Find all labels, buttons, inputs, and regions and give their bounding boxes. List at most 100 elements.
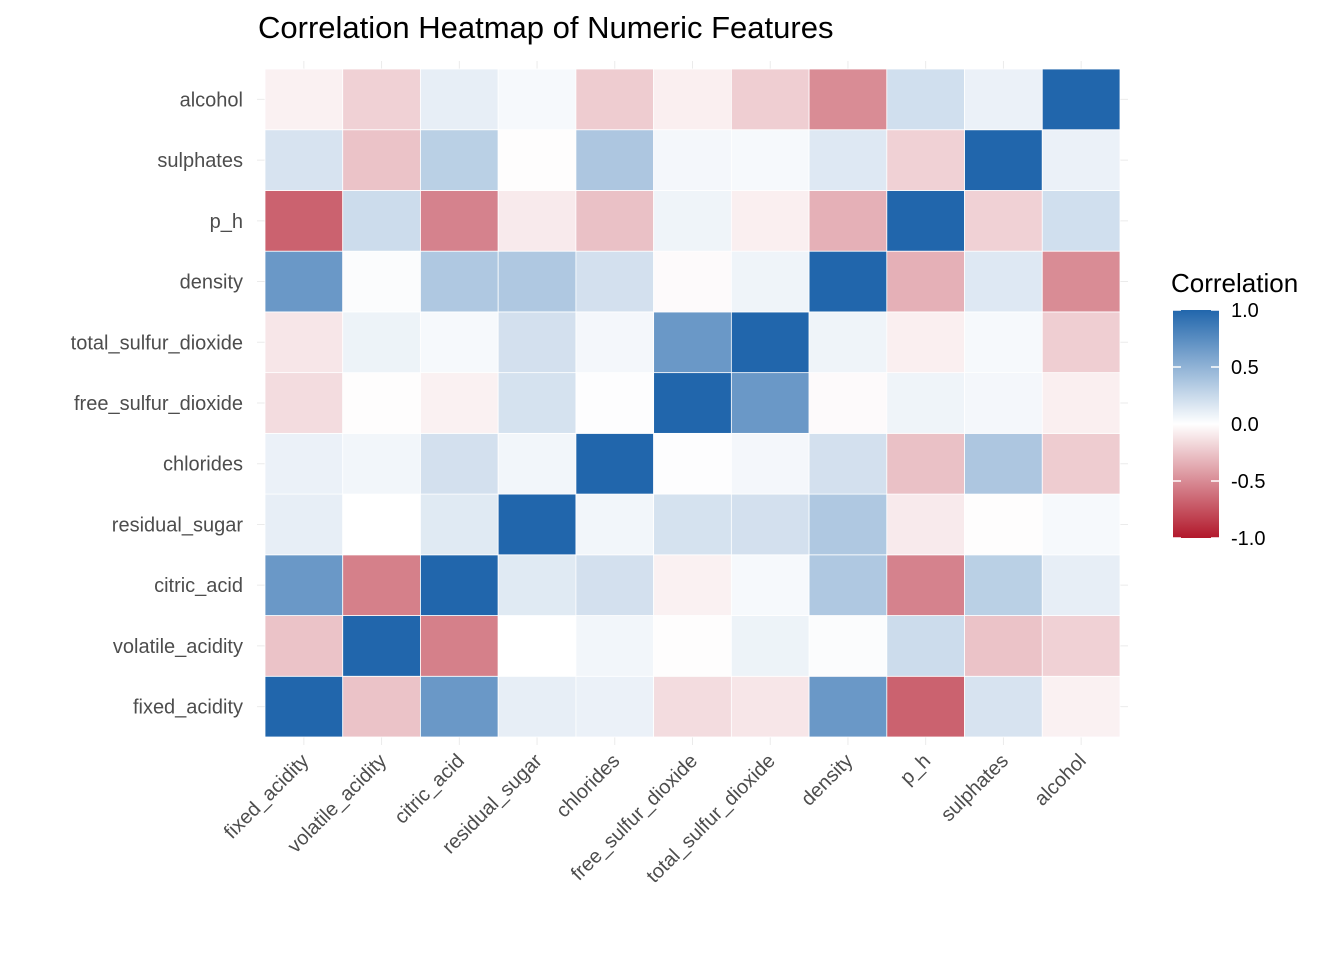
heatmap-cell: [497, 493, 577, 556]
heatmap-cell: [1041, 675, 1121, 738]
heatmap-cell: [653, 675, 732, 738]
y-axis-labels: fixed_acidity volatile_acidity citric_acid…: [71, 89, 244, 718]
heatmap-cell: [420, 68, 499, 131]
heatmap-cell: [342, 68, 421, 131]
heatmap-cell: [342, 190, 421, 252]
heatmap-cell: [1041, 190, 1121, 252]
heatmap-cell: [964, 190, 1043, 252]
y-tick-label: density: [180, 272, 243, 294]
y-tick-label: chlorides: [163, 454, 243, 476]
heatmap-cell: [575, 432, 655, 495]
heatmap-cell: [730, 250, 810, 313]
color-legend: Correlation 1.0 0.5 0.0 -0.5 -1.0: [1171, 268, 1298, 550]
heatmap-cell: [575, 493, 655, 556]
heatmap-cell: [497, 68, 577, 131]
heatmap-cell: [730, 190, 810, 252]
heatmap-cell: [964, 68, 1043, 131]
heatmap-cell: [420, 432, 499, 495]
heatmap-cell: [730, 675, 810, 738]
heatmap-cell: [808, 554, 888, 616]
heatmap-cell: [575, 250, 655, 313]
legend-tick-label: 0.5: [1231, 357, 1259, 379]
heatmap-cell: [730, 615, 810, 677]
heatmap-cell: [808, 432, 888, 495]
heatmap-cell: [420, 615, 499, 677]
heatmap-cell: [886, 493, 965, 556]
heatmap-cell: [420, 311, 499, 374]
heatmap-cell: [653, 615, 732, 677]
heatmap-cell: [808, 129, 888, 191]
heatmap-cell: [342, 493, 421, 556]
x-tick-label: citric_acid: [390, 750, 468, 828]
heatmap-cell: [342, 311, 421, 374]
heatmap-cell: [575, 615, 655, 677]
heatmap-cell: [264, 190, 344, 252]
heatmap-cell: [964, 129, 1043, 191]
heatmap-cell: [653, 554, 732, 616]
heatmap-cell: [264, 250, 344, 313]
heatmap-cell: [886, 68, 965, 131]
legend-tick-label: 1.0: [1231, 300, 1259, 322]
heatmap-cells: [264, 68, 1121, 738]
heatmap-cell: [886, 615, 965, 677]
heatmap-cell: [653, 432, 732, 495]
y-tick-label: fixed_acidity: [133, 697, 243, 719]
heatmap-cell: [1041, 432, 1121, 495]
heatmap-cell: [342, 554, 421, 616]
heatmap-cell: [808, 68, 888, 131]
heatmap-cell: [420, 129, 499, 191]
heatmap-cell: [497, 372, 577, 434]
y-tick-label: citric_acid: [154, 575, 243, 597]
heatmap-cell: [420, 493, 499, 556]
y-tick-label: alcohol: [180, 89, 243, 111]
heatmap-cell: [497, 615, 577, 677]
x-tick-label: p_h: [896, 750, 935, 789]
heatmap-cell: [497, 311, 577, 374]
heatmap-cell: [964, 675, 1043, 738]
legend-title: Correlation: [1171, 268, 1298, 298]
heatmap-cell: [964, 250, 1043, 313]
heatmap-cell: [497, 250, 577, 313]
x-tick-label: total_sulfur_dioxide: [642, 750, 779, 887]
heatmap-cell: [808, 675, 888, 738]
heatmap-cell: [264, 311, 344, 374]
heatmap-cell: [730, 554, 810, 616]
heatmap-cell: [653, 190, 732, 252]
heatmap-cell: [342, 372, 421, 434]
heatmap-cell: [964, 554, 1043, 616]
y-tick-label: free_sulfur_dioxide: [74, 393, 243, 415]
heatmap-cell: [342, 432, 421, 495]
heatmap-cell: [420, 675, 499, 738]
heatmap-cell: [420, 372, 499, 434]
heatmap-cell: [1041, 311, 1121, 374]
heatmap-cell: [964, 432, 1043, 495]
heatmap-cell: [653, 250, 732, 313]
legend-tick-label: -1.0: [1231, 528, 1265, 550]
y-tick-label: residual_sugar: [112, 514, 244, 536]
heatmap-cell: [575, 554, 655, 616]
heatmap-cell: [342, 250, 421, 313]
legend-tick-label: 0.0: [1231, 414, 1259, 436]
heatmap-cell: [653, 311, 732, 374]
heatmap-cell: [886, 250, 965, 313]
heatmap-cell: [886, 432, 965, 495]
heatmap-cell: [264, 615, 344, 677]
heatmap-cell: [886, 372, 965, 434]
heatmap-cell: [1041, 615, 1121, 677]
heatmap-cell: [420, 190, 499, 252]
heatmap-cell: [886, 311, 965, 374]
heatmap-cell: [964, 493, 1043, 556]
y-tick-label: volatile_acidity: [113, 636, 243, 658]
heatmap-cell: [653, 372, 732, 434]
heatmap-cell: [575, 675, 655, 738]
heatmap-cell: [808, 615, 888, 677]
heatmap-cell: [420, 554, 499, 616]
heatmap-cell: [342, 615, 421, 677]
heatmap-cell: [1041, 372, 1121, 434]
heatmap-cell: [264, 372, 344, 434]
heatmap-cell: [886, 554, 965, 616]
heatmap-cell: [653, 493, 732, 556]
heatmap-cell: [264, 129, 344, 191]
heatmap-cell: [653, 68, 732, 131]
